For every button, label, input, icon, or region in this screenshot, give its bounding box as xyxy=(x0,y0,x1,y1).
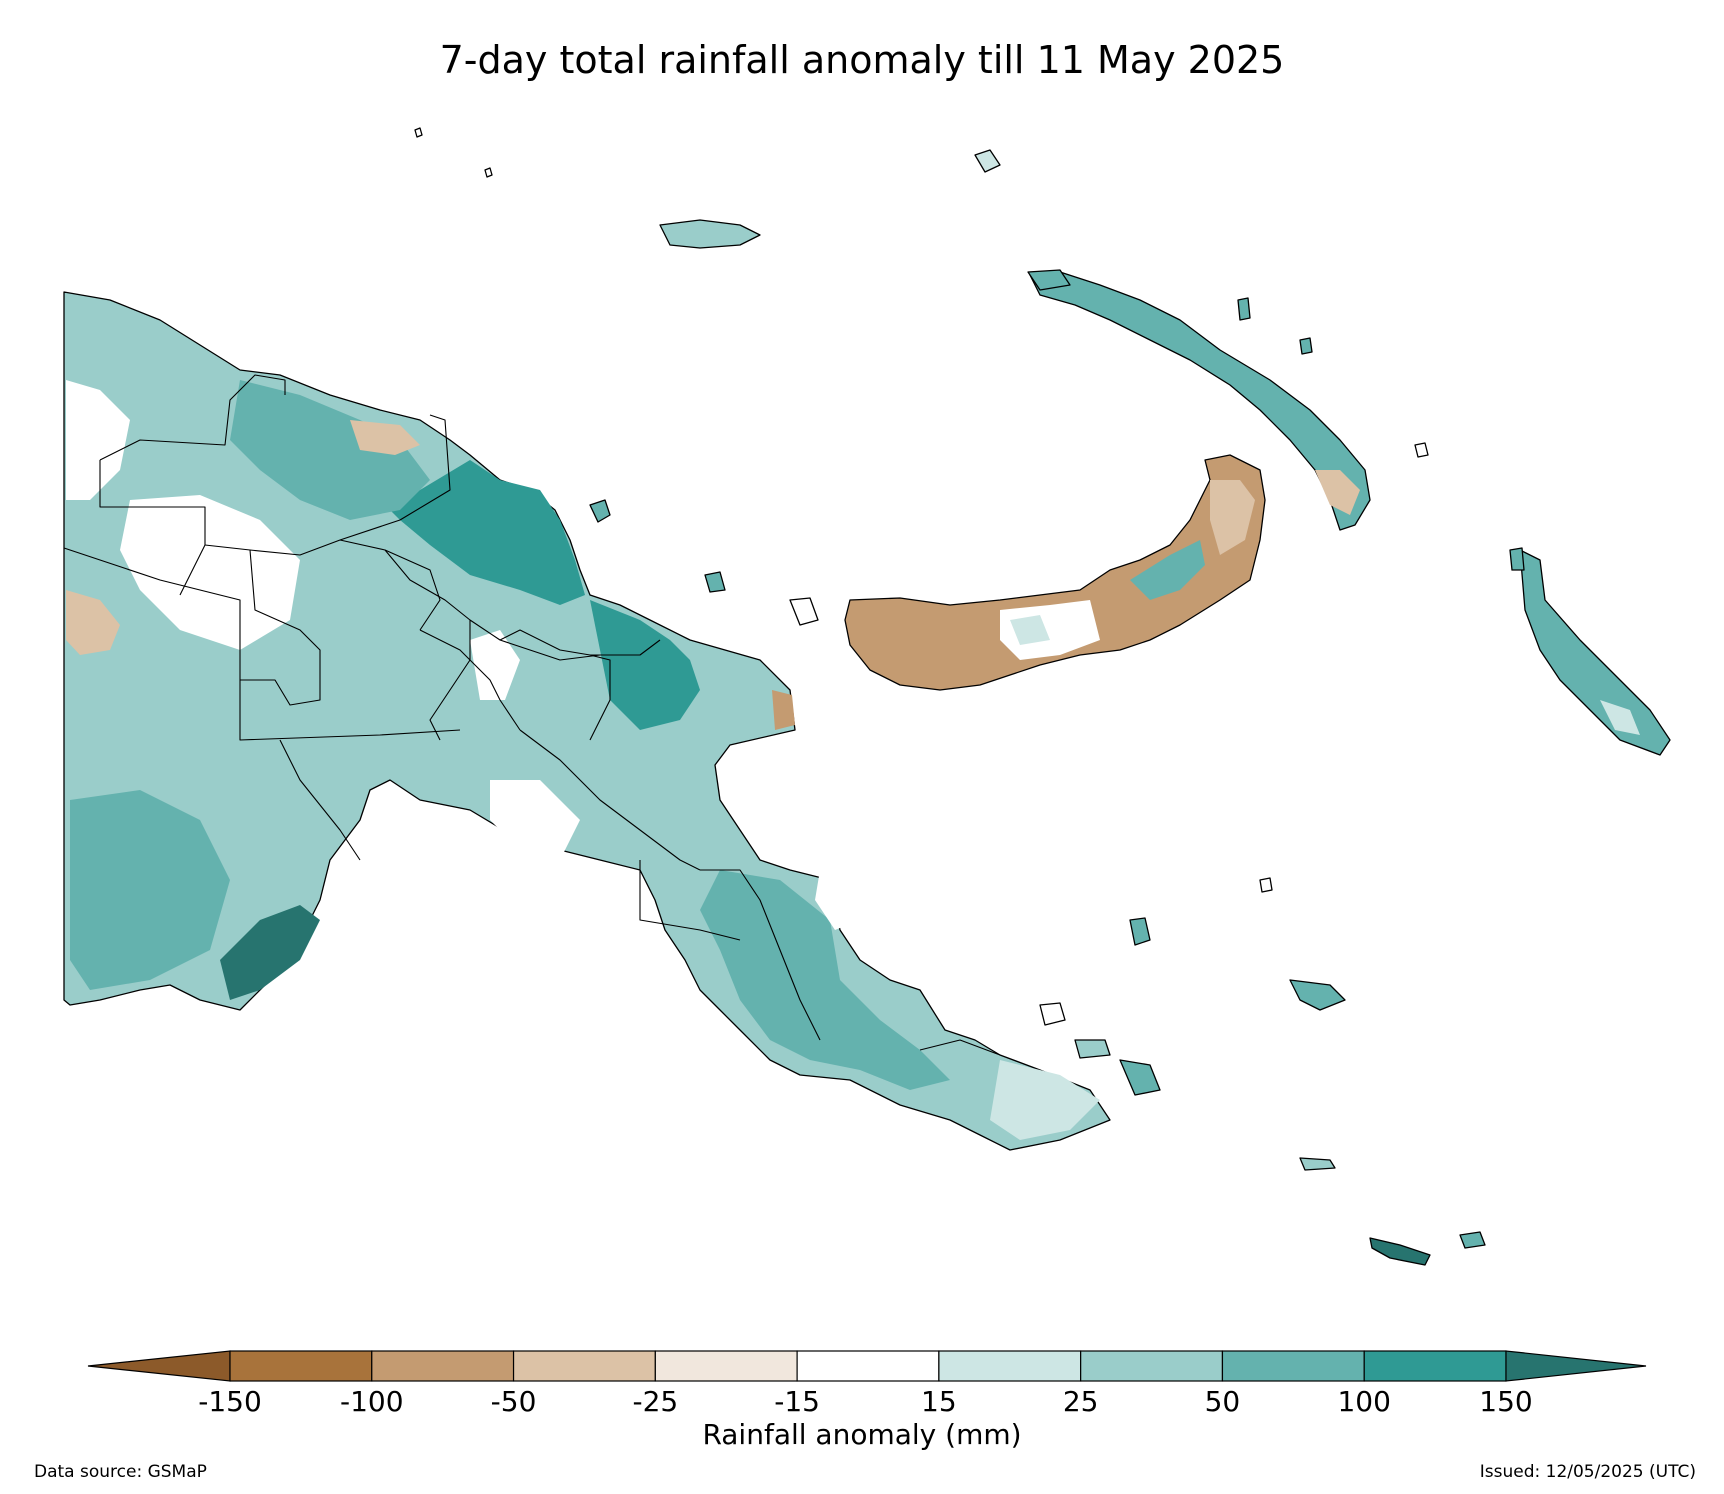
trobriand-islands xyxy=(1129,917,1151,946)
umboi-island xyxy=(789,597,819,626)
colorbar-segment xyxy=(512,1350,656,1382)
colorbar-segment xyxy=(938,1350,1082,1382)
papuan-peninsula-wet xyxy=(700,870,950,1090)
new-britain-mid-white xyxy=(1000,600,1100,660)
map-title: 7-day total rainfall anomaly till 11 May… xyxy=(439,38,1285,82)
gazelle-peninsula xyxy=(1210,480,1255,555)
tabar-island xyxy=(1237,297,1251,321)
papua-new-guinea-map xyxy=(63,127,1671,1266)
dry-zone-northeast xyxy=(772,690,795,730)
colorbar-tick-label: -15 xyxy=(774,1385,820,1418)
colorbar-tick-label: 150 xyxy=(1479,1385,1533,1418)
ninigo-island xyxy=(414,127,423,138)
fergusson-island xyxy=(1074,1039,1111,1059)
new-ireland xyxy=(1029,271,1371,531)
data-source: Data source: GSMaP xyxy=(34,1462,207,1482)
colorbar-segment xyxy=(1080,1350,1224,1382)
east-coast-wet-zone xyxy=(590,600,700,730)
south-wet-zone-2 xyxy=(70,790,230,990)
colorbar-tick-label: -150 xyxy=(198,1385,262,1418)
sudest-island xyxy=(1369,1237,1431,1266)
colorbar-tick-label: -25 xyxy=(632,1385,679,1418)
colorbar-tick-label: 15 xyxy=(921,1385,957,1418)
buka-island xyxy=(1509,547,1525,571)
colorbar-tick-label: -50 xyxy=(490,1385,537,1418)
new-britain xyxy=(844,454,1266,691)
new-hanover xyxy=(1027,269,1071,291)
white-zone-central xyxy=(120,495,300,650)
colorbar xyxy=(87,1350,1647,1382)
province-boundaries xyxy=(63,374,1001,1056)
misima-island xyxy=(1299,1157,1336,1171)
white-zone-mid xyxy=(470,630,520,700)
bougainville xyxy=(1519,549,1671,756)
new-ireland-dry-tip xyxy=(1315,470,1360,515)
colorbar-extend-low xyxy=(87,1350,231,1382)
karkar-island xyxy=(589,499,611,523)
colorbar-segment xyxy=(229,1350,373,1382)
issued-date: Issued: 12/05/2025 (UTC) xyxy=(1479,1462,1696,1482)
colorbar-segment xyxy=(1363,1350,1507,1382)
manus-island xyxy=(659,219,761,249)
dry-zone-west xyxy=(66,590,120,655)
colorbar-tick-label: 50 xyxy=(1204,1385,1241,1418)
white-zone-south xyxy=(490,780,580,860)
peninsula-white xyxy=(815,870,860,930)
mussau-island xyxy=(974,149,1001,173)
bougainville-light xyxy=(1600,700,1640,735)
mainland xyxy=(63,291,1111,1151)
normanby-island xyxy=(1119,1059,1161,1096)
colorbar-extend-high xyxy=(1505,1350,1647,1382)
white-zone-west xyxy=(66,380,130,500)
papuan-peninsula-tip xyxy=(990,1060,1100,1140)
north-coast-wet-zone xyxy=(380,460,585,605)
rossel-island xyxy=(1459,1231,1486,1249)
new-britain-east-wet xyxy=(1130,540,1205,600)
colorbar-tick-label: 100 xyxy=(1337,1385,1391,1418)
north-coast-wet-zone-2 xyxy=(230,380,430,520)
colorbar-segment xyxy=(1221,1350,1365,1382)
wuvulu-island xyxy=(484,167,493,178)
goodenough-island xyxy=(1039,1002,1066,1026)
colorbar-tick-label: 25 xyxy=(1062,1385,1099,1418)
long-island xyxy=(704,571,726,593)
colorbar-title: Rainfall anomaly (mm) xyxy=(702,1418,1022,1451)
south-wet-zone xyxy=(220,905,320,1000)
duke-of-york xyxy=(1414,442,1429,458)
new-britain-light xyxy=(1010,615,1050,645)
colorbar-segment xyxy=(371,1350,515,1382)
dry-zone-north xyxy=(350,420,420,455)
d-entrecasteaux-island xyxy=(1259,877,1273,893)
colorbar-tick-label: -100 xyxy=(339,1385,404,1418)
colorbar-segment xyxy=(654,1350,798,1382)
colorbar-segment xyxy=(796,1350,940,1382)
woodlark-island xyxy=(1289,979,1346,1011)
lihir-island xyxy=(1299,337,1313,355)
